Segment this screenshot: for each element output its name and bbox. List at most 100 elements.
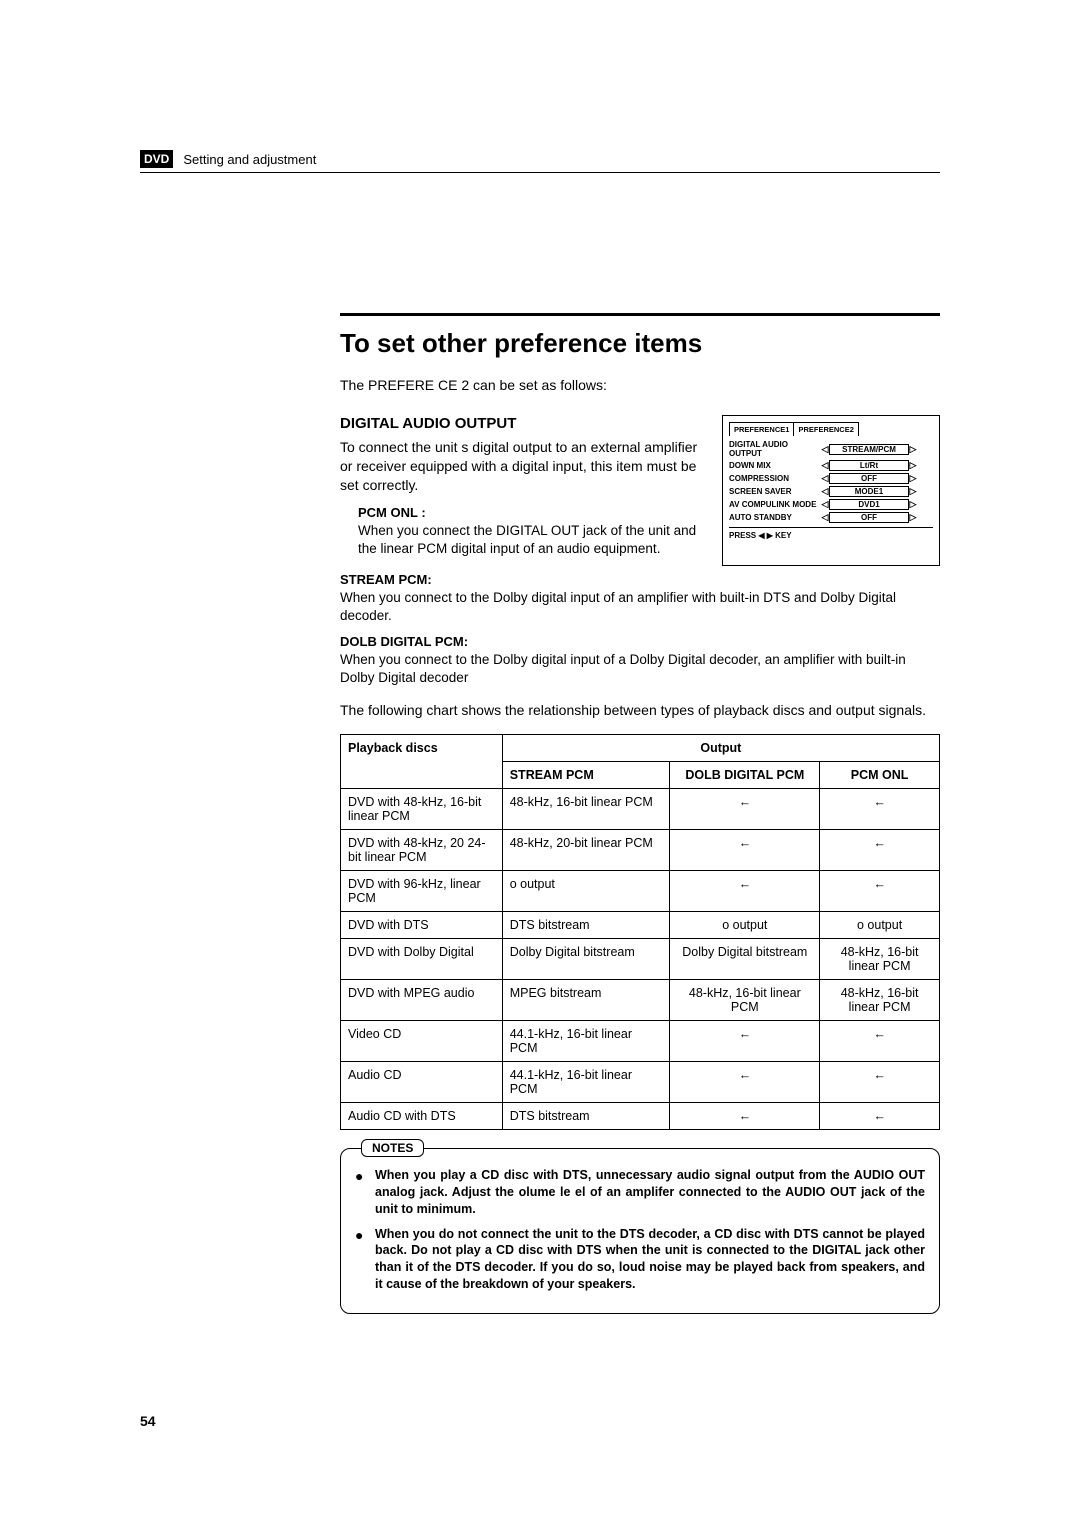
note-item: ●When you play a CD disc with DTS, unnec…: [355, 1167, 925, 1218]
table-row: Audio CD with DTSDTS bitstream←←: [341, 1102, 940, 1129]
table-cell: 48-kHz, 16-bit linear PCM: [820, 979, 940, 1020]
osd-row: DIGITAL AUDIO OUTPUT◁STREAM/PCM▷: [729, 440, 933, 458]
osd-row-value: OFF: [829, 473, 909, 484]
osd-row: SCREEN SAVER◁MODE1▷: [729, 486, 933, 497]
left-arrow-icon: ◁: [821, 473, 829, 484]
table-cell: Audio CD with DTS: [341, 1102, 503, 1129]
osd-tab-1: PREFERENCE1: [729, 422, 794, 436]
note-item: ●When you do not connect the unit to the…: [355, 1226, 925, 1294]
output-table: Playback discs Output STREAM PCM DOLB DI…: [340, 734, 940, 1130]
th-dolby-pcm: DOLB DIGITAL PCM: [670, 761, 820, 788]
table-cell: ←: [820, 870, 940, 911]
table-cell: ←: [670, 788, 820, 829]
table-cell: ←: [820, 1102, 940, 1129]
table-cell: ←: [670, 829, 820, 870]
th-output: Output: [502, 734, 939, 761]
dvd-chip: DVD: [140, 150, 173, 168]
table-cell: o output: [820, 911, 940, 938]
osd-footer: PRESS ◀ ▶ KEY: [729, 530, 933, 541]
table-cell: DTS bitstream: [502, 1102, 670, 1129]
table-cell: DVD with Dolby Digital: [341, 938, 503, 979]
osd-row: DOWN MIX◁Lt/Rt▷: [729, 460, 933, 471]
table-cell: DVD with MPEG audio: [341, 979, 503, 1020]
osd-row-label: DOWN MIX: [729, 461, 821, 470]
left-arrow-icon: ◁: [821, 444, 829, 455]
th-stream-pcm: STREAM PCM: [502, 761, 670, 788]
table-cell: o output: [502, 870, 670, 911]
right-arrow-icon: ▷: [909, 473, 917, 484]
osd-row-label: AV COMPULINK MODE: [729, 500, 821, 509]
table-cell: ←: [670, 1020, 820, 1061]
left-arrow-icon: ◁: [821, 512, 829, 523]
osd-row-label: COMPRESSION: [729, 474, 821, 483]
table-row: DVD with DTSDTS bitstreamo outputo outpu…: [341, 911, 940, 938]
table-cell: 48-kHz, 16-bit linear PCM: [820, 938, 940, 979]
page-header: DVD Setting and adjustment: [140, 150, 940, 173]
left-arrow-icon: ◁: [821, 499, 829, 510]
table-cell: 48-kHz, 16-bit linear PCM: [670, 979, 820, 1020]
right-arrow-icon: ▷: [909, 444, 917, 455]
intro-text: The PREFERE CE 2 can be set as follows:: [340, 377, 940, 393]
left-arrow-icon: ◁: [821, 460, 829, 471]
osd-row: AUTO STANDBY◁OFF▷: [729, 512, 933, 523]
table-row: Video CD44.1-kHz, 16-bit linear PCM←←: [341, 1020, 940, 1061]
table-cell: ←: [670, 870, 820, 911]
opt-body-0: When you connect the DIGITAL OUT jack of…: [358, 522, 704, 558]
right-arrow-icon: ▷: [909, 460, 917, 471]
table-row: DVD with 48-kHz, 16-bit linear PCM48-kHz…: [341, 788, 940, 829]
left-arrow-icon: ◁: [821, 486, 829, 497]
chart-intro: The following chart shows the relationsh…: [340, 701, 940, 720]
table-cell: 48-kHz, 16-bit linear PCM: [502, 788, 670, 829]
dao-description: To connect the unit s digital output to …: [340, 438, 704, 495]
osd-row-label: DIGITAL AUDIO OUTPUT: [729, 440, 821, 458]
th-pcm-only: PCM ONL: [820, 761, 940, 788]
dao-heading: DIGITAL AUDIO OUTPUT: [340, 415, 704, 432]
table-cell: Dolby Digital bitstream: [670, 938, 820, 979]
opt-body-1: When you connect to the Dolby digital in…: [340, 589, 940, 625]
table-cell: 44.1-kHz, 16-bit linear PCM: [502, 1020, 670, 1061]
table-cell: ←: [820, 829, 940, 870]
table-cell: DTS bitstream: [502, 911, 670, 938]
table-cell: ←: [820, 1061, 940, 1102]
table-cell: DVD with 48-kHz, 20 24-bit linear PCM: [341, 829, 503, 870]
osd-row: COMPRESSION◁OFF▷: [729, 473, 933, 484]
table-cell: ←: [670, 1102, 820, 1129]
osd-row-value: Lt/Rt: [829, 460, 909, 471]
table-row: DVD with 48-kHz, 20 24-bit linear PCM48-…: [341, 829, 940, 870]
right-arrow-icon: ▷: [909, 512, 917, 523]
bullet-icon: ●: [355, 1167, 375, 1218]
table-row: DVD with Dolby DigitalDolby Digital bits…: [341, 938, 940, 979]
notes-box: NOTES ●When you play a CD disc with DTS,…: [340, 1148, 940, 1314]
table-cell: DVD with DTS: [341, 911, 503, 938]
page-title: To set other preference items: [340, 328, 940, 359]
osd-row-label: SCREEN SAVER: [729, 487, 821, 496]
table-cell: ←: [820, 788, 940, 829]
right-arrow-icon: ▷: [909, 486, 917, 497]
right-arrow-icon: ▷: [909, 499, 917, 510]
table-row: Audio CD44.1-kHz, 16-bit linear PCM←←: [341, 1061, 940, 1102]
table-cell: ←: [670, 1061, 820, 1102]
table-cell: o output: [670, 911, 820, 938]
table-cell: MPEG bitstream: [502, 979, 670, 1020]
opt-heading-1: STREAM PCM:: [340, 572, 940, 587]
table-cell: DVD with 96-kHz, linear PCM: [341, 870, 503, 911]
opt-heading-2: DOLB DIGITAL PCM:: [340, 634, 940, 649]
table-cell: Dolby Digital bitstream: [502, 938, 670, 979]
osd-row-value: STREAM/PCM: [829, 444, 909, 455]
note-text: When you play a CD disc with DTS, unnece…: [375, 1167, 925, 1218]
note-text: When you do not connect the unit to the …: [375, 1226, 925, 1294]
osd-row-value: MODE1: [829, 486, 909, 497]
bullet-icon: ●: [355, 1226, 375, 1294]
table-cell: DVD with 48-kHz, 16-bit linear PCM: [341, 788, 503, 829]
table-cell: Video CD: [341, 1020, 503, 1061]
osd-row-value: OFF: [829, 512, 909, 523]
osd-row-value: DVD1: [829, 499, 909, 510]
opt-body-2: When you connect to the Dolby digital in…: [340, 651, 940, 687]
table-cell: 44.1-kHz, 16-bit linear PCM: [502, 1061, 670, 1102]
notes-badge: NOTES: [361, 1139, 424, 1157]
table-cell: 48-kHz, 20-bit linear PCM: [502, 829, 670, 870]
page-number: 54: [140, 1413, 156, 1429]
th-playback-discs: Playback discs: [341, 734, 503, 788]
table-row: DVD with MPEG audioMPEG bitstream48-kHz,…: [341, 979, 940, 1020]
opt-heading-0: PCM ONL :: [358, 505, 704, 520]
